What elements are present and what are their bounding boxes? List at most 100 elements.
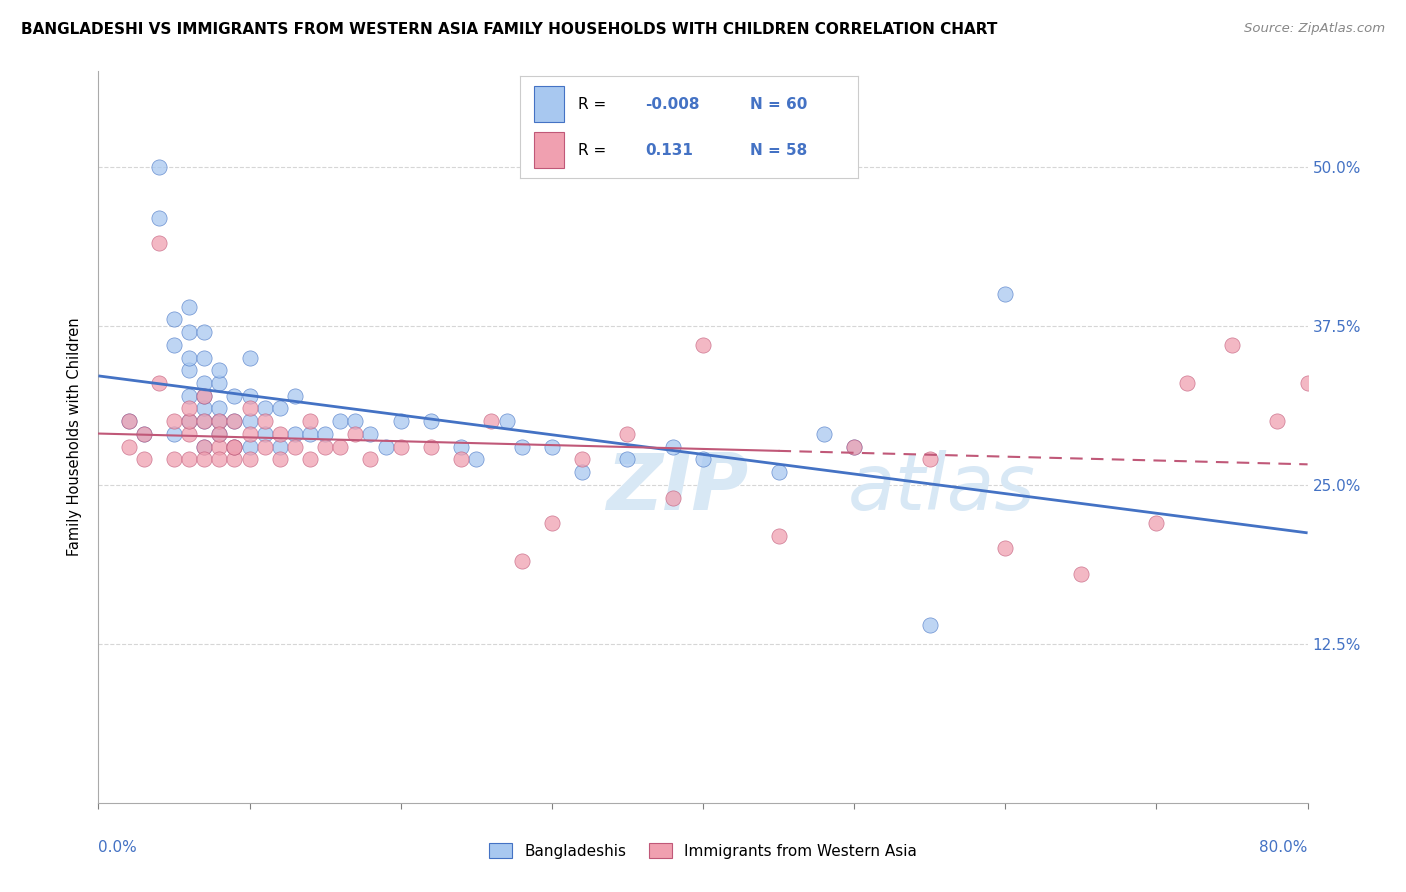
Text: 0.131: 0.131 xyxy=(645,143,693,158)
Point xyxy=(224,440,246,454)
Point xyxy=(193,440,215,454)
Point xyxy=(193,351,215,365)
Point xyxy=(224,414,246,428)
Point xyxy=(253,426,276,441)
Point xyxy=(179,351,201,365)
Point xyxy=(661,440,683,454)
Point xyxy=(224,452,246,467)
Point xyxy=(768,529,790,543)
Point xyxy=(239,351,262,365)
Point xyxy=(661,491,683,505)
Point xyxy=(314,440,336,454)
Point xyxy=(269,401,291,416)
Point xyxy=(239,401,262,416)
Point xyxy=(253,414,276,428)
Point xyxy=(269,440,291,454)
Point xyxy=(208,426,231,441)
Point xyxy=(193,401,215,416)
Point xyxy=(768,465,790,479)
Point xyxy=(1070,566,1092,581)
Point xyxy=(193,376,215,390)
Point xyxy=(571,465,593,479)
Point xyxy=(179,363,201,377)
Point xyxy=(163,312,186,326)
Point xyxy=(299,452,322,467)
Point xyxy=(844,440,866,454)
Point xyxy=(193,414,215,428)
Point xyxy=(571,452,593,467)
Point xyxy=(813,426,835,441)
Text: atlas: atlas xyxy=(848,450,1036,526)
Point xyxy=(208,401,231,416)
Point xyxy=(239,426,262,441)
Point xyxy=(299,426,322,441)
Point xyxy=(344,426,367,441)
Point xyxy=(269,426,291,441)
Point xyxy=(329,414,352,428)
Point xyxy=(344,414,367,428)
Point xyxy=(844,440,866,454)
Point xyxy=(540,440,562,454)
Point xyxy=(314,426,336,441)
Point xyxy=(224,389,246,403)
Point xyxy=(132,452,155,467)
Text: Source: ZipAtlas.com: Source: ZipAtlas.com xyxy=(1244,22,1385,36)
Point xyxy=(179,300,201,314)
Point xyxy=(299,414,322,428)
Point xyxy=(374,440,396,454)
Point xyxy=(692,452,714,467)
Text: R =: R = xyxy=(578,143,606,158)
Legend: Bangladeshis, Immigrants from Western Asia: Bangladeshis, Immigrants from Western As… xyxy=(482,837,924,864)
Point xyxy=(193,389,215,403)
Bar xyxy=(534,132,564,168)
Point xyxy=(208,440,231,454)
Point xyxy=(118,440,141,454)
Point xyxy=(389,440,412,454)
Text: BANGLADESHI VS IMMIGRANTS FROM WESTERN ASIA FAMILY HOUSEHOLDS WITH CHILDREN CORR: BANGLADESHI VS IMMIGRANTS FROM WESTERN A… xyxy=(21,22,997,37)
Point xyxy=(148,376,170,390)
Point xyxy=(208,426,231,441)
Point xyxy=(224,440,246,454)
Point xyxy=(179,452,201,467)
Point xyxy=(193,414,215,428)
Point xyxy=(918,452,941,467)
Text: 80.0%: 80.0% xyxy=(1260,840,1308,855)
Point xyxy=(179,414,201,428)
Point xyxy=(420,414,443,428)
Point xyxy=(450,452,472,467)
Point xyxy=(208,414,231,428)
Point xyxy=(1267,414,1289,428)
Point xyxy=(163,338,186,352)
Point xyxy=(208,363,231,377)
Point xyxy=(179,325,201,339)
Point xyxy=(148,211,170,225)
Point xyxy=(253,401,276,416)
Point xyxy=(193,440,215,454)
Point xyxy=(179,401,201,416)
Point xyxy=(510,440,533,454)
Text: N = 60: N = 60 xyxy=(749,96,807,112)
Point xyxy=(208,414,231,428)
Point xyxy=(616,452,638,467)
Point xyxy=(389,414,412,428)
Point xyxy=(1175,376,1198,390)
Point xyxy=(692,338,714,352)
Point xyxy=(540,516,562,530)
Point xyxy=(118,414,141,428)
Point xyxy=(420,440,443,454)
Text: 0.0%: 0.0% xyxy=(98,840,138,855)
Bar xyxy=(534,87,564,122)
Point xyxy=(1144,516,1167,530)
Point xyxy=(284,426,307,441)
Y-axis label: Family Households with Children: Family Households with Children xyxy=(67,318,83,557)
Point xyxy=(360,426,382,441)
Text: ZIP: ZIP xyxy=(606,450,748,526)
Point xyxy=(148,160,170,174)
Point xyxy=(132,426,155,441)
Point xyxy=(148,236,170,251)
Point xyxy=(329,440,352,454)
Point xyxy=(253,440,276,454)
Point xyxy=(510,554,533,568)
Point xyxy=(224,414,246,428)
Point xyxy=(179,389,201,403)
